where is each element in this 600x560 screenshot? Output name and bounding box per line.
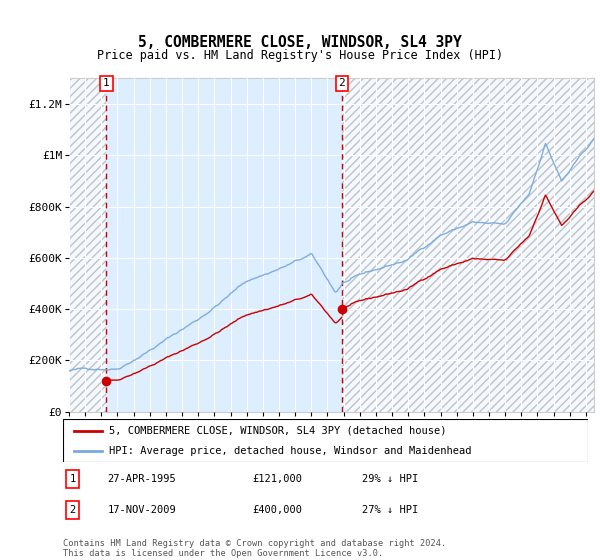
Text: 5, COMBERMERE CLOSE, WINDSOR, SL4 3PY: 5, COMBERMERE CLOSE, WINDSOR, SL4 3PY (138, 35, 462, 50)
Bar (341, 78, 594, 412)
Text: 2: 2 (70, 505, 76, 515)
Text: £400,000: £400,000 (252, 505, 302, 515)
Bar (69, 78, 106, 412)
Text: HPI: Average price, detached house, Windsor and Maidenhead: HPI: Average price, detached house, Wind… (109, 446, 472, 455)
Text: 5, COMBERMERE CLOSE, WINDSOR, SL4 3PY (detached house): 5, COMBERMERE CLOSE, WINDSOR, SL4 3PY (d… (109, 426, 446, 436)
Text: Price paid vs. HM Land Registry's House Price Index (HPI): Price paid vs. HM Land Registry's House … (97, 49, 503, 62)
Text: 1: 1 (70, 474, 76, 484)
Text: Contains HM Land Registry data © Crown copyright and database right 2024.
This d: Contains HM Land Registry data © Crown c… (63, 539, 446, 558)
Text: 27% ↓ HPI: 27% ↓ HPI (362, 505, 419, 515)
Text: 29% ↓ HPI: 29% ↓ HPI (362, 474, 419, 484)
Text: 17-NOV-2009: 17-NOV-2009 (107, 505, 176, 515)
Text: 1: 1 (103, 78, 110, 88)
Text: £121,000: £121,000 (252, 474, 302, 484)
Text: 27-APR-1995: 27-APR-1995 (107, 474, 176, 484)
Text: 2: 2 (338, 78, 345, 88)
